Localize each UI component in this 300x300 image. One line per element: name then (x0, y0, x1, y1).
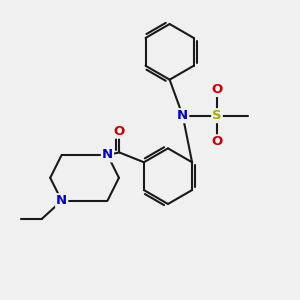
Text: S: S (212, 109, 222, 122)
Text: O: O (114, 125, 125, 138)
Text: N: N (177, 109, 188, 122)
Text: O: O (212, 83, 223, 96)
Text: N: N (56, 194, 67, 207)
Text: N: N (102, 148, 113, 161)
Text: O: O (212, 135, 223, 148)
